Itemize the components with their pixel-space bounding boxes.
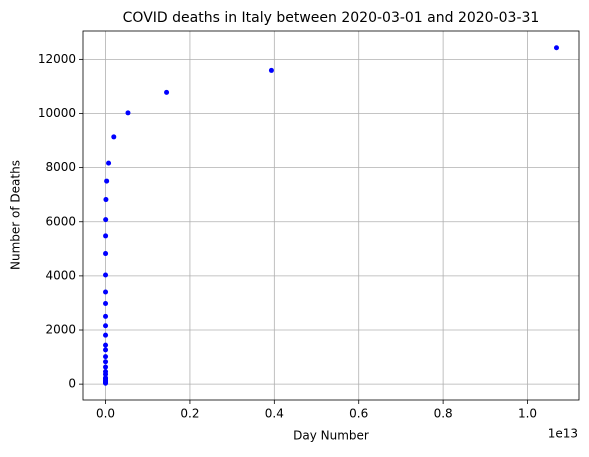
point: [103, 233, 109, 239]
y-tick-label: 0: [68, 377, 76, 391]
point: [103, 251, 109, 257]
point: [103, 313, 109, 319]
point: [104, 178, 110, 184]
point: [103, 342, 109, 348]
x-offset-label: 1e13: [548, 427, 578, 441]
point: [103, 375, 109, 381]
y-tick-label: 10000: [38, 106, 76, 120]
chart-title: COVID deaths in Italy between 2020-03-01…: [123, 10, 540, 26]
point: [103, 289, 109, 295]
point: [111, 134, 117, 140]
y-tick-label: 8000: [45, 160, 76, 174]
point: [125, 110, 131, 116]
x-tick-label: 0.8: [434, 407, 453, 421]
point: [164, 89, 170, 95]
y-axis-label: Number of Deaths: [9, 160, 23, 270]
point: [103, 272, 109, 278]
point: [103, 354, 109, 360]
x-tick-label: 0.6: [349, 407, 368, 421]
y-tick-label: 6000: [45, 214, 76, 228]
x-tick-label: 0.0: [96, 407, 115, 421]
x-tick-label: 0.4: [265, 407, 284, 421]
x-tick-label: 0.2: [180, 407, 199, 421]
y-tick-label: 12000: [38, 52, 76, 66]
plot-frame: [82, 30, 580, 401]
point: [103, 197, 109, 203]
point: [103, 359, 109, 365]
point: [106, 160, 112, 166]
y-tick-label: 2000: [45, 323, 76, 337]
x-tick-label: 1.0: [518, 407, 537, 421]
point: [103, 347, 109, 353]
point: [103, 301, 109, 307]
point: [103, 364, 109, 370]
y-tick-label: 4000: [45, 268, 76, 282]
point: [553, 45, 559, 51]
point: [103, 369, 109, 375]
x-axis-label: Day Number: [293, 429, 369, 443]
point: [103, 323, 109, 329]
point: [268, 67, 274, 73]
point: [103, 217, 109, 223]
point: [103, 332, 109, 338]
